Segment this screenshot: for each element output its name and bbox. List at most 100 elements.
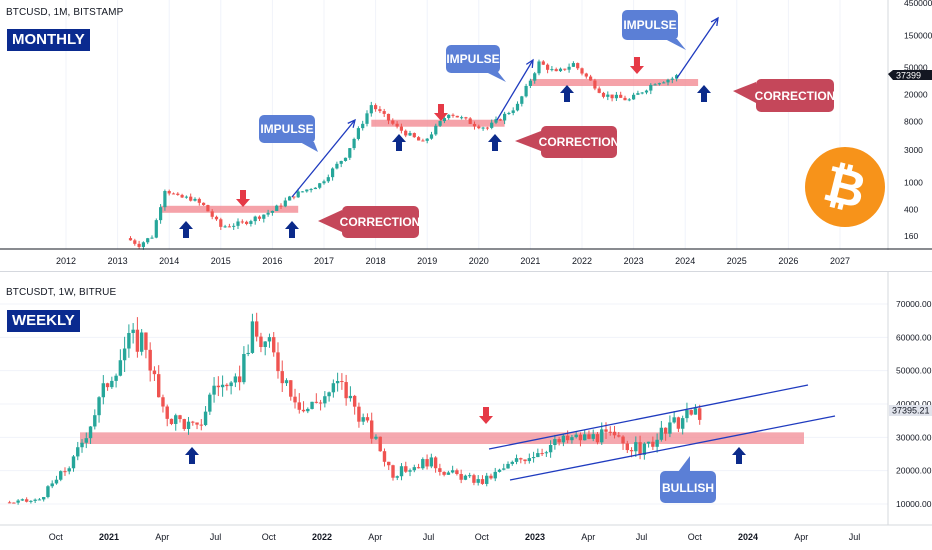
candle-body bbox=[374, 105, 378, 110]
candle-body bbox=[433, 457, 438, 469]
candle-body bbox=[240, 221, 244, 223]
correction-zone bbox=[371, 119, 505, 127]
candle-body bbox=[318, 183, 322, 188]
correction-label-3: CORRECTION bbox=[733, 79, 835, 112]
candle-body bbox=[412, 467, 416, 471]
candle-body bbox=[225, 384, 229, 387]
candle-body bbox=[114, 375, 118, 381]
candle-body bbox=[676, 417, 681, 429]
candle-body bbox=[591, 434, 595, 439]
correction-label-1: CORRECTION bbox=[318, 206, 420, 238]
candle-body bbox=[468, 118, 472, 124]
candle-body bbox=[356, 128, 360, 139]
x-tick-label: 2025 bbox=[727, 256, 747, 266]
candle-body bbox=[625, 443, 629, 451]
candle-body bbox=[619, 94, 623, 98]
candle-body bbox=[533, 73, 537, 81]
candle-body bbox=[229, 382, 233, 387]
candle-body bbox=[348, 395, 353, 399]
candle-body bbox=[93, 415, 97, 427]
candle-body bbox=[300, 191, 305, 193]
candle-body bbox=[101, 383, 106, 398]
x-tick-label: 2017 bbox=[314, 256, 334, 266]
candle-body bbox=[617, 435, 621, 437]
candle-body bbox=[638, 442, 642, 455]
candle-body bbox=[110, 380, 114, 388]
candle-body bbox=[506, 463, 510, 469]
candle-body bbox=[203, 411, 208, 426]
candle-body bbox=[352, 138, 356, 149]
candle-body bbox=[279, 205, 283, 207]
candle-body bbox=[233, 376, 238, 383]
up-arrow-icon bbox=[285, 221, 299, 238]
candle-body bbox=[578, 434, 583, 441]
candle-body bbox=[163, 191, 167, 208]
current-price-tag: 37395.21 bbox=[889, 405, 932, 416]
candle-body bbox=[176, 193, 180, 195]
candle-body bbox=[476, 479, 480, 483]
candle-body bbox=[536, 453, 540, 458]
candle-body bbox=[97, 397, 101, 416]
candle-body bbox=[71, 456, 76, 469]
candle-body bbox=[80, 442, 84, 448]
up-arrow-icon bbox=[392, 134, 406, 151]
candle-body bbox=[576, 63, 580, 69]
candle-body bbox=[459, 473, 463, 480]
candle-body bbox=[493, 471, 497, 479]
candle-body bbox=[378, 109, 382, 112]
candle-body bbox=[447, 114, 451, 119]
candle-body bbox=[340, 381, 344, 383]
candle-body bbox=[262, 214, 266, 219]
candle-body bbox=[544, 452, 549, 454]
candle-body bbox=[189, 196, 193, 201]
candle-body bbox=[608, 431, 612, 433]
candle-body bbox=[685, 410, 689, 419]
y-tick-label: 70000.00 bbox=[896, 299, 932, 309]
correction-zone bbox=[160, 205, 299, 213]
candle-body bbox=[527, 458, 532, 462]
candle-body bbox=[318, 402, 323, 404]
y-tick-label: 150000 bbox=[904, 30, 932, 40]
candle-body bbox=[105, 383, 110, 388]
candle-body bbox=[150, 237, 154, 239]
candle-body bbox=[438, 121, 442, 126]
candle-body bbox=[219, 219, 223, 227]
candle-body bbox=[540, 453, 544, 455]
weekly-chart: 70000.00 60000.00 50000.00 40000.00 30000.00… bbox=[0, 272, 932, 542]
correction-zone bbox=[530, 79, 699, 87]
candle-body bbox=[214, 216, 219, 220]
impulse-line bbox=[496, 59, 534, 121]
x-tick-label: 2022 bbox=[572, 256, 592, 266]
x-tick-label: Jul bbox=[423, 532, 435, 542]
impulse-line bbox=[291, 119, 356, 198]
candle-body bbox=[554, 69, 558, 72]
x-tick-label: 2014 bbox=[159, 256, 179, 266]
candle-body bbox=[463, 475, 468, 480]
candle-body bbox=[63, 471, 67, 473]
candle-body bbox=[253, 216, 257, 222]
svg-text:CORRECTION: CORRECTION bbox=[340, 215, 421, 229]
candle-body bbox=[587, 434, 591, 439]
bitcoin-logo-icon: ₿ bbox=[805, 147, 885, 227]
candle-body bbox=[171, 193, 176, 195]
candle-body bbox=[144, 332, 148, 350]
candle-body bbox=[404, 130, 408, 136]
candle-body bbox=[425, 138, 429, 141]
candle-body bbox=[293, 396, 297, 403]
candle-body bbox=[571, 63, 575, 67]
candle-body bbox=[408, 133, 412, 136]
y-tick-label: 8000 bbox=[904, 116, 923, 126]
candle-body bbox=[429, 134, 434, 139]
candle-body bbox=[391, 120, 395, 124]
candle-body bbox=[467, 475, 472, 477]
candle-body bbox=[663, 427, 668, 434]
candle-body bbox=[191, 421, 195, 423]
candle-body bbox=[59, 471, 63, 480]
x-tick-label: 2022 bbox=[312, 532, 332, 542]
x-tick-label: 2019 bbox=[417, 256, 437, 266]
candle-body bbox=[416, 467, 421, 469]
x-tick-label: Jul bbox=[849, 532, 861, 542]
candle-body bbox=[314, 401, 319, 403]
x-tick-label: 2023 bbox=[624, 256, 644, 266]
candle-body bbox=[180, 194, 184, 198]
